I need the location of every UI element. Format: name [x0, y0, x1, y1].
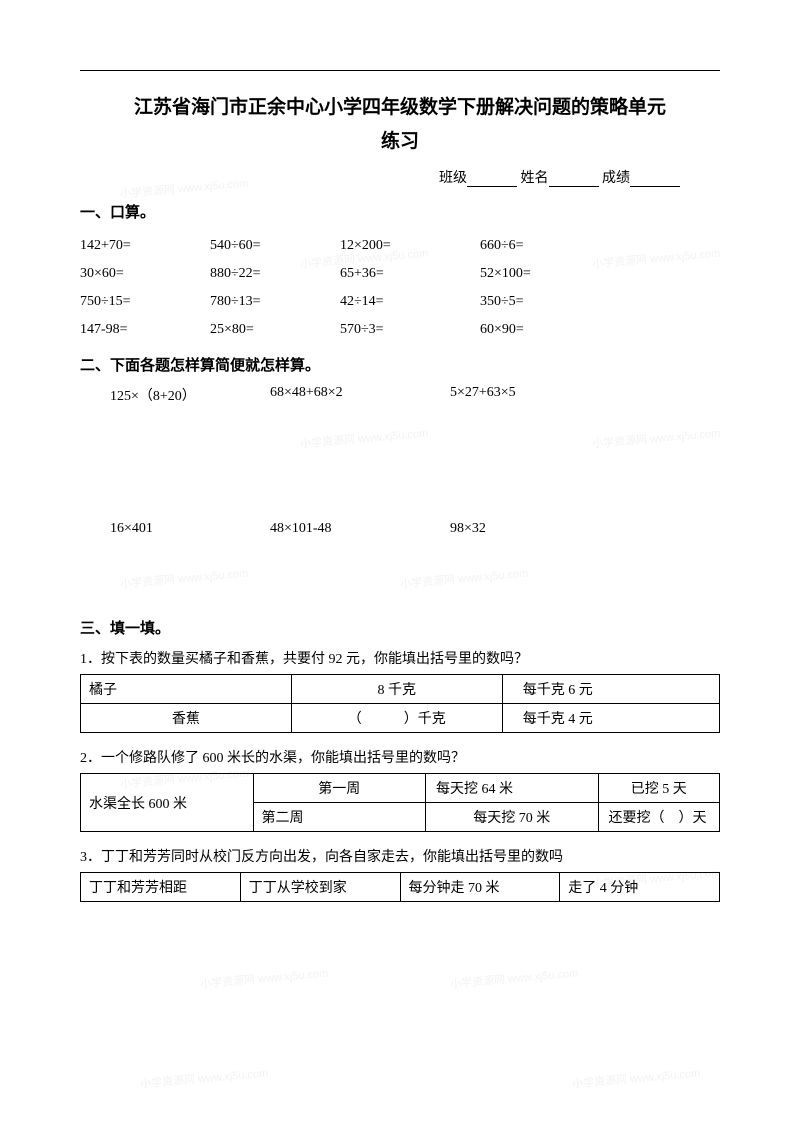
table-cell: 第二周	[253, 803, 426, 832]
table-cell: 每千克 4 元	[502, 704, 719, 733]
question-1-text: 1．按下表的数量买橘子和香蕉，共要付 92 元，你能填出括号里的数吗？	[80, 648, 720, 668]
calc-cell: 65+36=	[340, 260, 480, 288]
workspace-gap	[80, 537, 720, 607]
table-cell: 丁丁和芳芳相距	[81, 873, 241, 902]
simplify-cell: 125×（8+20）	[80, 385, 270, 405]
calc-cell: 350÷5=	[480, 288, 610, 316]
class-label: 班级	[439, 171, 467, 186]
table-cell: （ ）千克	[291, 704, 502, 733]
simplify-cell: 48×101-48	[270, 521, 450, 537]
table-cell: 橘子	[81, 675, 292, 704]
calc-cell: 60×90=	[480, 316, 610, 344]
watermark: 小学资源网 www.xj5u.com	[140, 1064, 269, 1091]
name-label: 姓名	[521, 171, 549, 186]
simplify-row: 16×401 48×101-48 98×32	[80, 521, 720, 537]
table-cell: 水渠全长 600 米	[81, 774, 254, 832]
student-info-line: 班级 姓名 成绩	[80, 167, 720, 187]
calc-cell: 12×200=	[340, 232, 480, 260]
table-cell: 走了 4 分钟	[560, 873, 720, 902]
table-row: 香蕉 （ ）千克 每千克 4 元	[81, 704, 720, 733]
calc-row: 142+70= 540÷60= 12×200= 660÷6=	[80, 232, 720, 260]
table-cell: 第一周	[253, 774, 426, 803]
calc-cell: 25×80=	[210, 316, 340, 344]
table-cell: 还要挖（ ）天	[598, 803, 719, 832]
table-cell: 每分钟走 70 米	[400, 873, 560, 902]
calc-row: 750÷15= 780÷13= 42÷14= 350÷5=	[80, 288, 720, 316]
calc-row: 30×60= 880÷22= 65+36= 52×100=	[80, 260, 720, 288]
calc-cell: 540÷60=	[210, 232, 340, 260]
calc-cell: 750÷15=	[80, 288, 210, 316]
simplify-cell: 5×27+63×5	[450, 385, 630, 405]
table-row: 橘子 8 千克 每千克 6 元	[81, 675, 720, 704]
section3-heading: 三、填一填。	[80, 617, 720, 638]
table-cell: 已挖 5 天	[598, 774, 719, 803]
simplify-cell: 16×401	[80, 521, 270, 537]
calc-cell: 142+70=	[80, 232, 210, 260]
question-3-text: 3．丁丁和芳芳同时从校门反方向出发，向各自家走去，你能填出括号里的数吗	[80, 846, 720, 866]
calc-cell: 660÷6=	[480, 232, 610, 260]
watermark: 小学资源网 www.xj5u.com	[571, 1064, 700, 1091]
calc-cell: 42÷14=	[340, 288, 480, 316]
watermark: 小学资源网 www.xj5u.com	[450, 964, 579, 991]
table-row: 丁丁和芳芳相距 丁丁从学校到家 每分钟走 70 米 走了 4 分钟	[81, 873, 720, 902]
score-blank[interactable]	[630, 173, 680, 187]
table-cell: 8 千克	[291, 675, 502, 704]
question-1-table: 橘子 8 千克 每千克 6 元 香蕉 （ ）千克 每千克 4 元	[80, 674, 720, 733]
title-line1: 江苏省海门市正余中心小学四年级数学下册解决问题的策略单元	[134, 97, 666, 118]
calc-cell: 780÷13=	[210, 288, 340, 316]
simplify-cell: 68×48+68×2	[270, 385, 450, 405]
class-blank[interactable]	[467, 173, 517, 187]
calc-cell: 52×100=	[480, 260, 610, 288]
calc-row: 147-98= 25×80= 570÷3= 60×90=	[80, 316, 720, 344]
calc-cell: 570÷3=	[340, 316, 480, 344]
top-divider	[80, 70, 720, 71]
calc-cell: 30×60=	[80, 260, 210, 288]
question-2-table: 水渠全长 600 米 第一周 每天挖 64 米 已挖 5 天 第二周 每天挖 7…	[80, 773, 720, 832]
table-row: 水渠全长 600 米 第一周 每天挖 64 米 已挖 5 天	[81, 774, 720, 803]
simplify-cell: 98×32	[450, 521, 630, 537]
watermark: 小学资源网 www.xj5u.com	[200, 964, 329, 991]
simplify-row: 125×（8+20） 68×48+68×2 5×27+63×5	[80, 385, 720, 405]
page-title: 江苏省海门市正余中心小学四年级数学下册解决问题的策略单元 练习	[80, 91, 720, 159]
calc-cell: 880÷22=	[210, 260, 340, 288]
question-2-text: 2．一个修路队修了 600 米长的水渠，你能填出括号里的数吗？	[80, 747, 720, 767]
question-3-table: 丁丁和芳芳相距 丁丁从学校到家 每分钟走 70 米 走了 4 分钟	[80, 872, 720, 902]
score-label: 成绩	[602, 171, 630, 186]
name-blank[interactable]	[549, 173, 599, 187]
table-cell: 每天挖 70 米	[426, 803, 599, 832]
table-cell: 丁丁从学校到家	[240, 873, 400, 902]
workspace-gap	[80, 405, 720, 515]
calc-cell: 147-98=	[80, 316, 210, 344]
title-line2: 练习	[80, 125, 720, 159]
section1-heading: 一、口算。	[80, 201, 720, 222]
table-cell: 每天挖 64 米	[426, 774, 599, 803]
section2-heading: 二、下面各题怎样算简便就怎样算。	[80, 354, 720, 375]
table-cell: 香蕉	[81, 704, 292, 733]
mental-calc-grid: 142+70= 540÷60= 12×200= 660÷6= 30×60= 88…	[80, 232, 720, 344]
table-cell: 每千克 6 元	[502, 675, 719, 704]
